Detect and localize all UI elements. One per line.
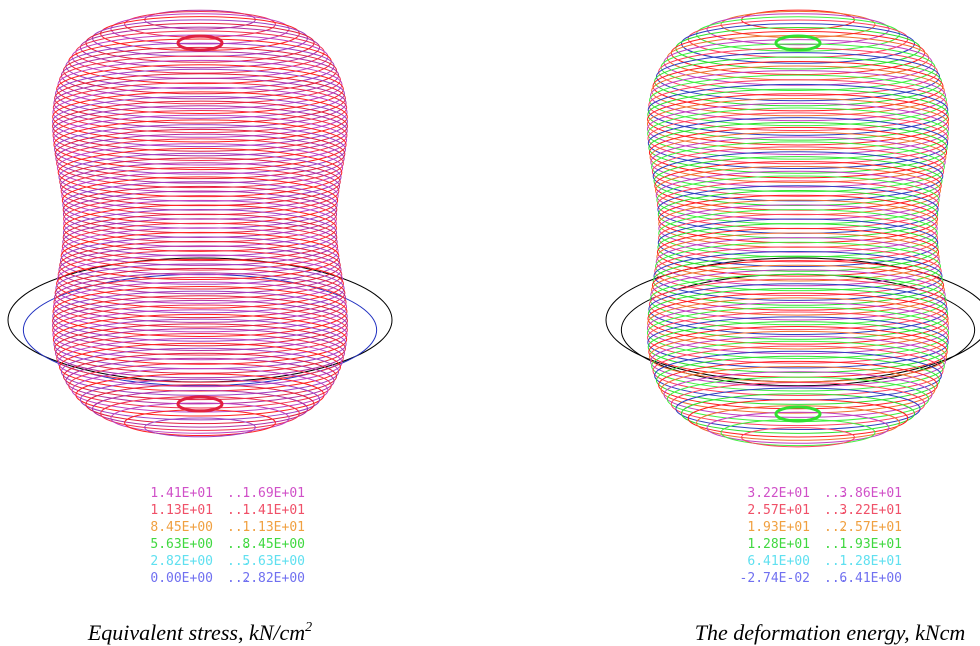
legend-row: 2.82E+00...5.63E+00	[150, 554, 305, 569]
contour-ring	[125, 410, 276, 436]
legend-low: 8.45E+00	[150, 520, 213, 535]
caption-text: Equivalent stress, kN/cm	[87, 620, 305, 645]
legend-row: -2.74E-02...6.41E+00	[740, 571, 902, 586]
legend-low: 2.57E+01	[747, 503, 810, 518]
legend-low: 2.82E+00	[150, 554, 213, 569]
legend-low: 1.28E+01	[747, 537, 810, 552]
legend-low: -2.74E-02	[740, 571, 810, 586]
legend-low: 5.63E+00	[150, 537, 213, 552]
contour-ring	[664, 372, 932, 418]
legend-row: 5.63E+00...8.45E+00	[150, 537, 305, 552]
contour-ring	[101, 17, 300, 51]
legend-row: 1.41E+01...1.69E+01	[150, 486, 305, 501]
contour-ring	[696, 406, 899, 441]
legend-high: 1.93E+01	[839, 537, 902, 552]
legend-low: 3.22E+01	[747, 486, 810, 501]
legend-low: 1.13E+01	[150, 503, 213, 518]
legend-low: 1.41E+01	[150, 486, 213, 501]
legend-high: 1.28E+01	[839, 554, 902, 569]
legend-row: 6.41E+00...1.28E+01	[747, 554, 902, 569]
figure: Equivalent stress, kN/cm2 The deformatio…	[0, 0, 980, 646]
legend-high: 5.63E+00	[242, 554, 305, 569]
contour-ring	[696, 17, 899, 52]
legend-row: 3.22E+01...3.86E+01	[747, 486, 902, 501]
legend-high: 6.41E+00	[839, 571, 902, 586]
legend-high: 1.69E+01	[242, 486, 305, 501]
legend-high: 3.22E+01	[839, 503, 902, 518]
contour-ring	[721, 419, 875, 445]
legend-row: 1.93E+01...2.57E+01	[747, 520, 902, 535]
legend-high: 2.57E+01	[839, 520, 902, 535]
legend-high: 8.45E+00	[242, 537, 305, 552]
legend-high: 2.82E+00	[242, 571, 305, 586]
legend-low: 0.00E+00	[150, 571, 213, 586]
contour-ring	[664, 40, 932, 86]
legend-high: 1.41E+01	[242, 503, 305, 518]
legend-high: 3.86E+01	[839, 486, 902, 501]
caption: The deformation energy, kNcm	[695, 620, 965, 645]
legend-row: 1.28E+01...1.93E+01	[747, 537, 902, 552]
legend-high: 1.13E+01	[242, 520, 305, 535]
legend-low: 1.93E+01	[747, 520, 810, 535]
wireframe-art	[8, 10, 980, 447]
legend-row: 0.00E+00...2.82E+00	[150, 571, 305, 586]
caption-sup: 2	[305, 620, 312, 635]
legend-low: 6.41E+00	[747, 554, 810, 569]
contour-ring	[101, 397, 300, 431]
legend-row: 8.45E+00...1.13E+01	[150, 520, 305, 535]
legend-row: 1.13E+01...1.41E+01	[150, 503, 305, 518]
page: Equivalent stress, kN/cm2 The deformatio…	[0, 0, 980, 646]
caption: Equivalent stress, kN/cm2	[87, 620, 312, 645]
legend-row: 2.57E+01...3.22E+01	[747, 503, 902, 518]
